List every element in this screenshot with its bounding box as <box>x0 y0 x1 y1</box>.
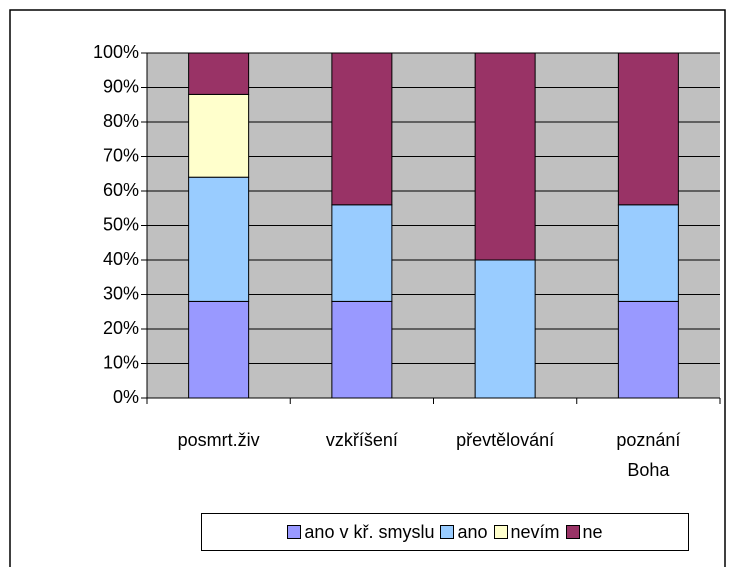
y-tick-label: 40% <box>103 249 139 269</box>
x-tick-label: posmrt.živ <box>177 430 260 450</box>
y-tick-label: 80% <box>103 111 139 131</box>
y-tick-label: 20% <box>103 318 139 338</box>
bar-segment <box>617 300 679 399</box>
bar-segment <box>188 176 250 302</box>
bar-segment <box>474 259 536 399</box>
y-tick-label: 90% <box>103 76 139 96</box>
legend-item: ano v kř. smyslu <box>287 522 434 543</box>
legend-label: ano <box>457 521 488 542</box>
y-tick-label: 50% <box>103 214 139 234</box>
legend-swatch <box>493 525 508 539</box>
bar-segment <box>331 52 393 206</box>
y-tick-label: 100% <box>93 42 139 62</box>
legend-label: nevím <box>510 521 560 542</box>
x-tick-label: poznání Boha <box>616 430 681 480</box>
legend-item: ne <box>565 521 603 543</box>
x-tick-label: převtělování <box>456 430 555 450</box>
legend-swatch <box>287 525 302 539</box>
bar-segment <box>617 52 679 206</box>
bar-segment <box>188 52 250 95</box>
y-tick-label: 0% <box>113 387 139 407</box>
legend-item: nevím <box>493 521 560 543</box>
legend-label: ano v kř. smyslu <box>304 521 435 542</box>
y-tick-label: 30% <box>103 283 139 303</box>
legend: ano v kř. smyslu ano nevím ne <box>201 513 689 551</box>
legend-item: ano <box>440 521 488 543</box>
legend-swatch <box>565 525 580 539</box>
bar-segment <box>188 93 250 178</box>
y-tick-label: 70% <box>103 145 139 165</box>
bar-segment <box>188 300 250 399</box>
legend-label: ne <box>582 521 603 542</box>
bar-segment <box>331 300 393 399</box>
y-tick-label: 60% <box>103 180 139 200</box>
x-tick-label: vzkříšení <box>325 430 398 450</box>
legend-swatch <box>440 525 455 539</box>
bar-segment <box>474 52 536 261</box>
bar-segment <box>331 204 393 302</box>
y-tick-label: 10% <box>103 352 139 372</box>
bar-segment <box>617 204 679 302</box>
